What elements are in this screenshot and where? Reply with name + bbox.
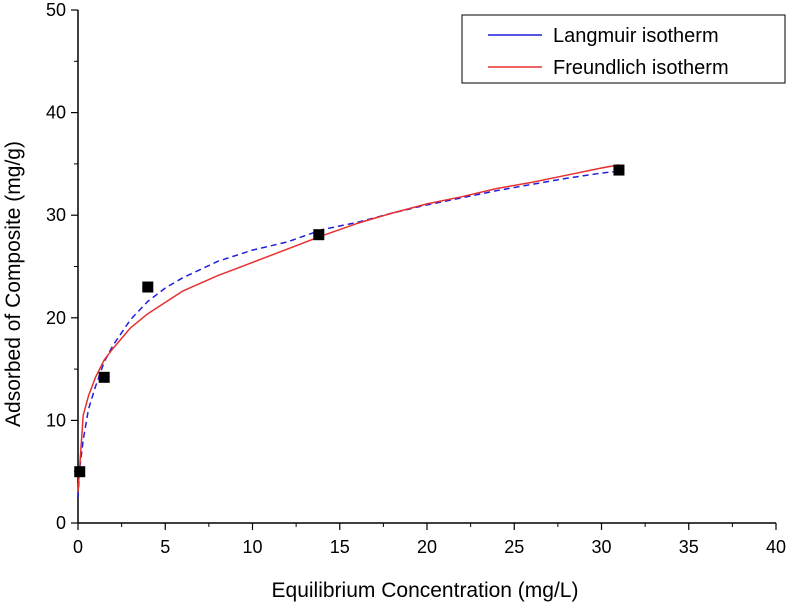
series-line-langmuir-isotherm xyxy=(77,170,620,498)
data-point xyxy=(142,281,154,293)
y-tick-label: 40 xyxy=(46,103,66,123)
x-tick-label: 0 xyxy=(73,537,83,557)
y-tick-label: 50 xyxy=(46,0,66,20)
x-axis-title: Equilibrium Concentration (mg/L) xyxy=(272,579,579,602)
x-tick-label: 35 xyxy=(679,537,699,557)
series-lines xyxy=(77,164,620,498)
x-tick-label: 30 xyxy=(591,537,611,557)
y-tick-label: 10 xyxy=(46,410,66,430)
legend-box xyxy=(461,14,786,84)
y-tick-label: 0 xyxy=(56,513,66,533)
x-tick-label: 10 xyxy=(242,537,262,557)
data-point xyxy=(98,371,110,383)
data-point xyxy=(74,466,86,478)
axes: 0 5 10 15 20 25 30 35 40 0 10 20 30 40 50 xyxy=(46,0,786,557)
x-tick-label: 20 xyxy=(417,537,437,557)
x-tick-label: 40 xyxy=(766,537,786,557)
series-line-freundlich-isotherm xyxy=(77,164,620,493)
legend-label-freundlich: Freundlich isotherm xyxy=(553,57,729,79)
y-tick-label: 20 xyxy=(46,308,66,328)
x-tick-label: 5 xyxy=(160,537,170,557)
y-axis-title: Adsorbed of Composite (mg/g) xyxy=(2,141,25,427)
data-point xyxy=(613,164,625,176)
x-tick-label: 25 xyxy=(504,537,524,557)
y-tick-label: 30 xyxy=(46,205,66,225)
x-tick-label: 15 xyxy=(330,537,350,557)
legend-label-langmuir: Langmuir isotherm xyxy=(553,25,719,47)
data-points xyxy=(74,164,625,478)
data-point xyxy=(313,229,325,241)
legend: Langmuir isotherm Freundlich isotherm xyxy=(461,14,786,84)
